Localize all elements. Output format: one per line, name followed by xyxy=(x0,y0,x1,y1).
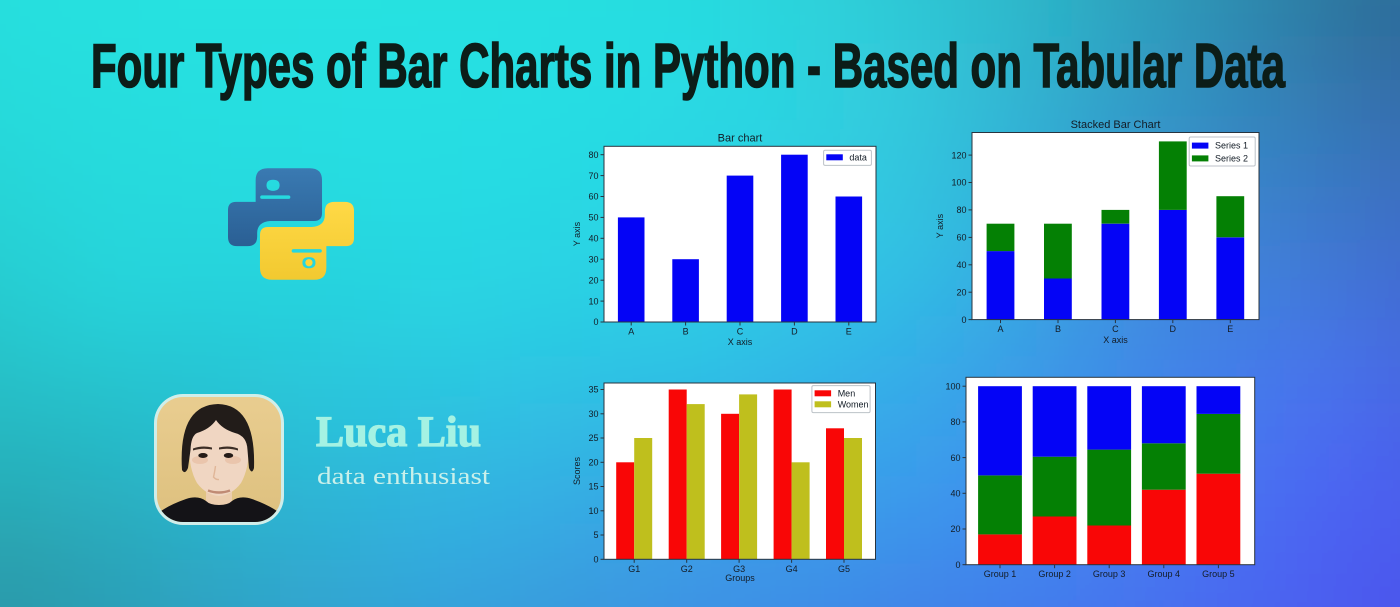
svg-text:Groups: Groups xyxy=(725,573,755,583)
svg-text:35: 35 xyxy=(588,385,598,395)
svg-text:G3: G3 xyxy=(733,564,745,574)
svg-text:0: 0 xyxy=(955,560,960,570)
svg-text:Women: Women xyxy=(838,399,869,409)
svg-text:Four Types of Bar Charts in Py: Four Types of Bar Charts in Python - Bas… xyxy=(91,32,1285,101)
svg-text:G2: G2 xyxy=(681,564,693,574)
svg-text:20: 20 xyxy=(950,524,960,534)
svg-text:data: data xyxy=(849,152,867,162)
svg-text:Group 2: Group 2 xyxy=(1038,569,1071,579)
svg-text:100: 100 xyxy=(945,381,960,391)
svg-text:Series 2: Series 2 xyxy=(1215,153,1248,163)
svg-text:Stacked Bar Chart: Stacked Bar Chart xyxy=(1071,119,1161,131)
svg-text:Group 1: Group 1 xyxy=(984,569,1017,579)
svg-text:Group 5: Group 5 xyxy=(1202,569,1235,579)
svg-text:Men: Men xyxy=(838,388,856,398)
svg-text:G5: G5 xyxy=(838,564,850,574)
svg-text:50: 50 xyxy=(588,213,598,223)
svg-text:120: 120 xyxy=(951,150,966,160)
svg-text:Group 4: Group 4 xyxy=(1148,569,1181,579)
svg-text:Scores: Scores xyxy=(572,456,582,485)
svg-text:Luca Liu: Luca Liu xyxy=(316,409,481,456)
svg-text:B: B xyxy=(683,327,689,337)
svg-text:30: 30 xyxy=(588,254,598,264)
svg-text:D: D xyxy=(1170,324,1177,334)
svg-text:30: 30 xyxy=(588,409,598,419)
svg-text:D: D xyxy=(791,327,798,337)
svg-text:0: 0 xyxy=(593,555,598,565)
svg-text:X axis: X axis xyxy=(728,337,753,347)
svg-text:data enthusiast: data enthusiast xyxy=(317,464,490,490)
svg-text:20: 20 xyxy=(956,287,966,297)
svg-text:G1: G1 xyxy=(628,564,640,574)
svg-text:60: 60 xyxy=(588,192,598,202)
svg-text:80: 80 xyxy=(950,417,960,427)
svg-text:70: 70 xyxy=(588,171,598,181)
svg-text:Series 1: Series 1 xyxy=(1215,141,1248,151)
svg-text:10: 10 xyxy=(588,296,598,306)
svg-text:Y axis: Y axis xyxy=(572,221,582,246)
svg-text:60: 60 xyxy=(950,453,960,463)
svg-text:25: 25 xyxy=(588,433,598,443)
svg-text:A: A xyxy=(628,327,634,337)
svg-text:Bar chart: Bar chart xyxy=(718,133,763,145)
svg-text:20: 20 xyxy=(588,458,598,468)
svg-text:B: B xyxy=(1055,324,1061,334)
svg-text:A: A xyxy=(997,324,1003,334)
svg-text:E: E xyxy=(846,327,852,337)
svg-text:C: C xyxy=(737,327,744,337)
svg-text:C: C xyxy=(1112,324,1119,334)
svg-text:40: 40 xyxy=(956,260,966,270)
svg-text:5: 5 xyxy=(593,530,598,540)
svg-text:10: 10 xyxy=(588,506,598,516)
svg-text:X axis: X axis xyxy=(1103,335,1128,345)
svg-text:0: 0 xyxy=(593,317,598,327)
svg-text:Y axis: Y axis xyxy=(935,213,945,238)
svg-text:0: 0 xyxy=(961,315,966,325)
svg-text:15: 15 xyxy=(588,482,598,492)
svg-text:80: 80 xyxy=(588,150,598,160)
svg-text:80: 80 xyxy=(956,205,966,215)
svg-text:100: 100 xyxy=(951,178,966,188)
svg-text:40: 40 xyxy=(950,489,960,499)
svg-text:G4: G4 xyxy=(786,564,798,574)
svg-text:40: 40 xyxy=(588,234,598,244)
svg-text:Group 3: Group 3 xyxy=(1093,569,1126,579)
svg-text:60: 60 xyxy=(956,233,966,243)
svg-text:E: E xyxy=(1227,324,1233,334)
svg-text:20: 20 xyxy=(588,275,598,285)
